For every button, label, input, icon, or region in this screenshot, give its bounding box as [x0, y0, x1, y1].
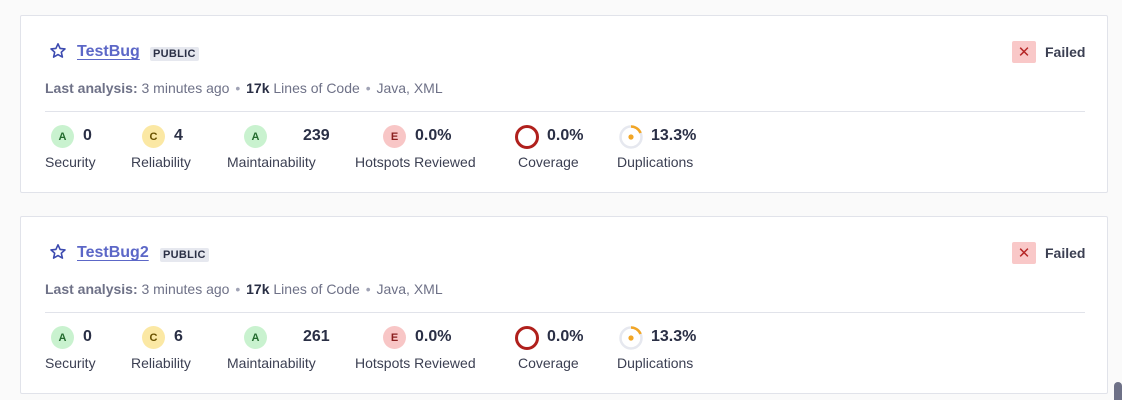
metric-value[interactable]: 239 — [303, 127, 330, 144]
metric-label: Maintainability — [227, 355, 316, 371]
divider — [45, 312, 1085, 313]
loc-value: 17k — [246, 281, 270, 297]
last-analysis-value: 3 minutes ago — [141, 80, 230, 96]
last-analysis-label: Last analysis: — [45, 80, 138, 96]
duplications-ring-icon — [619, 326, 643, 350]
metric-value[interactable]: 0.0% — [547, 328, 584, 345]
grade-badge: C — [142, 125, 165, 148]
close-icon: ✕ — [1012, 242, 1036, 264]
metric-value[interactable]: 0 — [83, 328, 92, 345]
grade-badge: E — [383, 125, 406, 148]
metric-value[interactable]: 6 — [174, 328, 183, 345]
grade-badge: A — [51, 326, 74, 349]
metric-label: Reliability — [131, 355, 191, 371]
project-name-link[interactable]: TestBug2 — [77, 244, 149, 261]
metric-value[interactable]: 13.3% — [651, 328, 697, 345]
metric-value[interactable]: 0.0% — [415, 127, 452, 144]
project-card: TestBug2 PUBLIC ✕ Failed Last analysis: … — [20, 216, 1108, 394]
divider — [45, 111, 1085, 112]
grade-badge: A — [244, 125, 267, 148]
duplications-ring-icon — [619, 125, 643, 149]
metric-value[interactable]: 0.0% — [415, 328, 452, 345]
project-name-link[interactable]: TestBug — [77, 43, 140, 60]
grade-badge: A — [244, 326, 267, 349]
metric-label: Coverage — [518, 154, 579, 170]
coverage-ring-icon — [515, 326, 539, 350]
loc-label: Lines of Code — [273, 281, 360, 297]
languages: Java, XML — [376, 80, 443, 96]
languages: Java, XML — [376, 281, 443, 297]
last-analysis-value: 3 minutes ago — [141, 281, 230, 297]
metric-value[interactable]: 261 — [303, 328, 330, 345]
loc-value: 17k — [246, 80, 270, 96]
metric-value[interactable]: 0.0% — [547, 127, 584, 144]
visibility-badge: PUBLIC — [160, 248, 209, 262]
grade-badge: A — [51, 125, 74, 148]
metric-label: Security — [45, 154, 96, 170]
metric-label: Hotspots Reviewed — [355, 355, 476, 371]
scrollbar[interactable] — [1114, 382, 1122, 400]
grade-badge: E — [383, 326, 406, 349]
metric-label: Maintainability — [227, 154, 316, 170]
visibility-badge: PUBLIC — [150, 47, 199, 61]
quality-gate-status: Failed — [1045, 44, 1086, 60]
loc-label: Lines of Code — [273, 80, 360, 96]
metric-value[interactable]: 4 — [174, 127, 183, 144]
quality-gate-status: Failed — [1045, 245, 1086, 261]
metric-label: Duplications — [617, 355, 694, 371]
coverage-ring-icon — [515, 125, 539, 149]
close-icon: ✕ — [1012, 41, 1036, 63]
analysis-meta: Last analysis: 3 minutes ago • 17k Lines… — [45, 80, 443, 96]
metric-label: Coverage — [518, 355, 579, 371]
star-icon[interactable] — [49, 243, 67, 261]
grade-badge: C — [142, 326, 165, 349]
last-analysis-label: Last analysis: — [45, 281, 138, 297]
metric-label: Duplications — [617, 154, 694, 170]
metric-label: Security — [45, 355, 96, 371]
metric-label: Hotspots Reviewed — [355, 154, 476, 170]
project-card: TestBug PUBLIC ✕ Failed Last analysis: 3… — [20, 15, 1108, 193]
analysis-meta: Last analysis: 3 minutes ago • 17k Lines… — [45, 281, 443, 297]
star-icon[interactable] — [49, 42, 67, 60]
metric-label: Reliability — [131, 154, 191, 170]
metric-value[interactable]: 0 — [83, 127, 92, 144]
metric-value[interactable]: 13.3% — [651, 127, 697, 144]
